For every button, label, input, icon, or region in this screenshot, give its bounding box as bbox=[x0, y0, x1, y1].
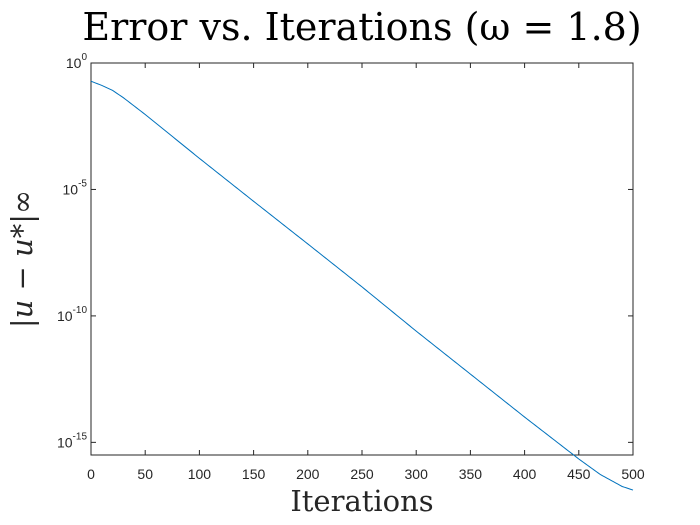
x-tick-label: 250 bbox=[350, 466, 374, 482]
x-tick-label: 400 bbox=[513, 466, 537, 482]
y-tick-label-base: 10 bbox=[63, 181, 79, 197]
x-tick-label: 500 bbox=[621, 466, 645, 482]
y-tick-label-exponent: -10 bbox=[73, 305, 88, 316]
y-tick-label-base: 10 bbox=[66, 55, 82, 71]
x-tick-label: 150 bbox=[242, 466, 266, 482]
y-tick-label: 10 -15 bbox=[57, 431, 87, 450]
x-axis-ticks: 0 50 100 150 200 250 300 350 400 450 500 bbox=[87, 63, 645, 482]
x-tick-label: 0 bbox=[87, 466, 95, 482]
x-tick-label: 100 bbox=[188, 466, 212, 482]
y-axis-label: |u − u*|∞ bbox=[5, 190, 39, 328]
plot-area bbox=[90, 62, 634, 456]
x-tick-label: 200 bbox=[296, 466, 320, 482]
x-tick-label: 350 bbox=[459, 466, 483, 482]
x-tick-label: 450 bbox=[567, 466, 591, 482]
series-line bbox=[90, 80, 634, 491]
series-layer bbox=[90, 80, 634, 491]
y-tick-label-base: 10 bbox=[57, 434, 73, 450]
chart-title: Error vs. Iterations (ω = 1.8) bbox=[82, 5, 641, 49]
x-tick-label: 50 bbox=[137, 466, 153, 482]
y-tick-label-exponent: 0 bbox=[81, 52, 87, 63]
y-tick-label: 10 0 bbox=[66, 52, 88, 71]
y-tick-label: 10 -5 bbox=[63, 178, 88, 197]
x-axis-label: Iterations bbox=[290, 484, 433, 518]
y-tick-label-base: 10 bbox=[57, 308, 73, 324]
x-tick-label: 300 bbox=[405, 466, 429, 482]
y-tick-label-exponent: -15 bbox=[73, 431, 88, 442]
y-tick-label: 10 -10 bbox=[57, 305, 87, 324]
y-tick-label-exponent: -5 bbox=[78, 178, 87, 189]
